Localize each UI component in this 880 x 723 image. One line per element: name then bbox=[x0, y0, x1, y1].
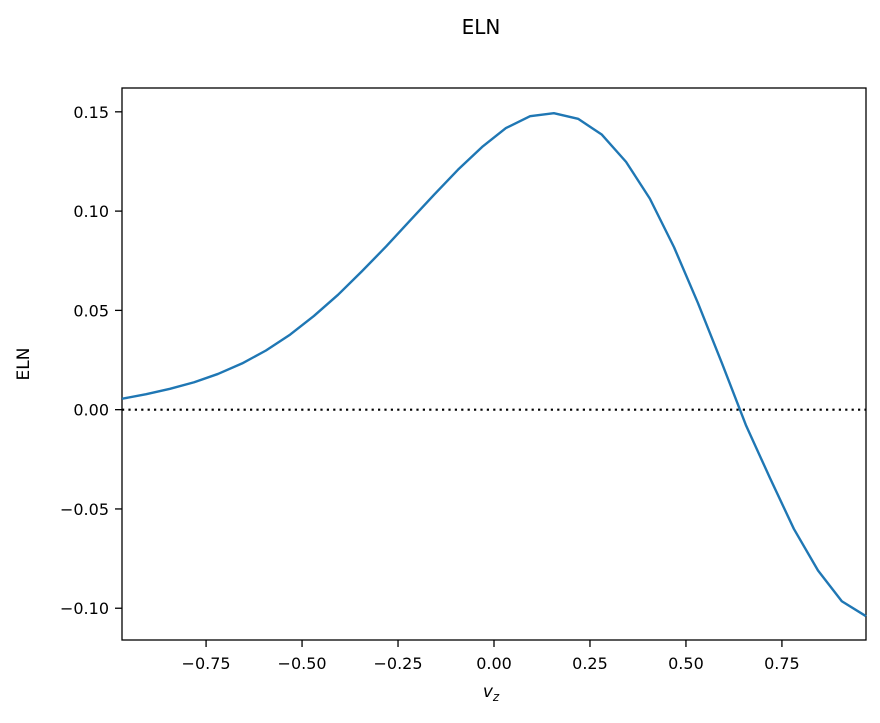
y-tick-label: −0.10 bbox=[60, 599, 109, 618]
eln-series-line bbox=[121, 112, 867, 618]
y-tick-label: 0.10 bbox=[73, 202, 109, 221]
x-axis: −0.75 −0.50 −0.25 0.00 0.25 0.50 0.75 bbox=[182, 640, 800, 673]
y-tick-label: 0.05 bbox=[73, 301, 109, 320]
y-tick-label: −0.05 bbox=[60, 500, 109, 519]
y-tick-label: 0.00 bbox=[73, 401, 109, 420]
chart-title: ELN bbox=[462, 15, 501, 39]
y-axis-label: ELN bbox=[14, 348, 34, 381]
x-tick-label: −0.50 bbox=[278, 654, 327, 673]
y-axis: −0.10 −0.05 0.00 0.05 0.10 0.15 bbox=[60, 103, 122, 618]
x-tick-label: −0.75 bbox=[182, 654, 231, 673]
x-tick-label: 0.50 bbox=[668, 654, 704, 673]
series-group bbox=[121, 112, 867, 618]
x-tick-label: 0.75 bbox=[764, 654, 800, 673]
plot-area-frame bbox=[121, 87, 867, 641]
x-axis-label-subscript: z bbox=[492, 690, 500, 704]
x-axis-label: vz bbox=[483, 682, 500, 704]
x-tick-label: 0.00 bbox=[476, 654, 512, 673]
x-axis-label-main: v bbox=[483, 682, 494, 702]
x-tick-label: −0.25 bbox=[374, 654, 423, 673]
x-tick-label: 0.25 bbox=[572, 654, 608, 673]
y-tick-label: 0.15 bbox=[73, 103, 109, 122]
